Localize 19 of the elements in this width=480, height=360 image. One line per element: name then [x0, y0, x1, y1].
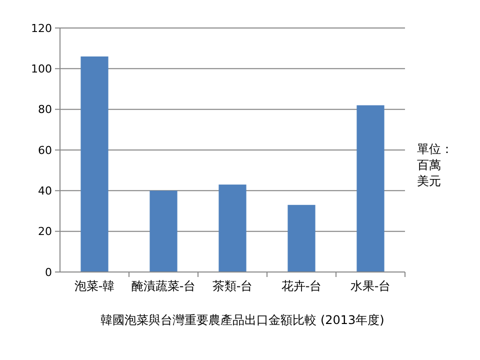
bar [150, 190, 178, 272]
x-tick-label: 茶類-台 [212, 279, 253, 293]
x-tick-label: 水果-台 [350, 279, 391, 293]
bar [288, 204, 316, 272]
y-tick-label: 20 [38, 225, 52, 238]
bar [218, 184, 246, 272]
y-tick-label: 120 [31, 22, 52, 35]
y-tick-label: 0 [45, 266, 52, 279]
text: 韓國泡菜與台灣重要農產品出口金額比較 (2013年度) [100, 313, 384, 327]
bar [356, 105, 384, 272]
text: 單位：百萬美元 [417, 142, 453, 188]
y-tick-label: 40 [38, 184, 52, 198]
x-tick-label: 醃漬蔬菜-台 [131, 279, 196, 293]
x-tick-label: 泡菜-韓 [74, 279, 115, 293]
y-tick-label: 100 [31, 62, 52, 76]
y-tick-label: 80 [38, 103, 52, 116]
x-tick-label: 花卉-台 [281, 279, 322, 293]
bar [80, 56, 108, 272]
y-tick-label: 60 [38, 144, 52, 157]
